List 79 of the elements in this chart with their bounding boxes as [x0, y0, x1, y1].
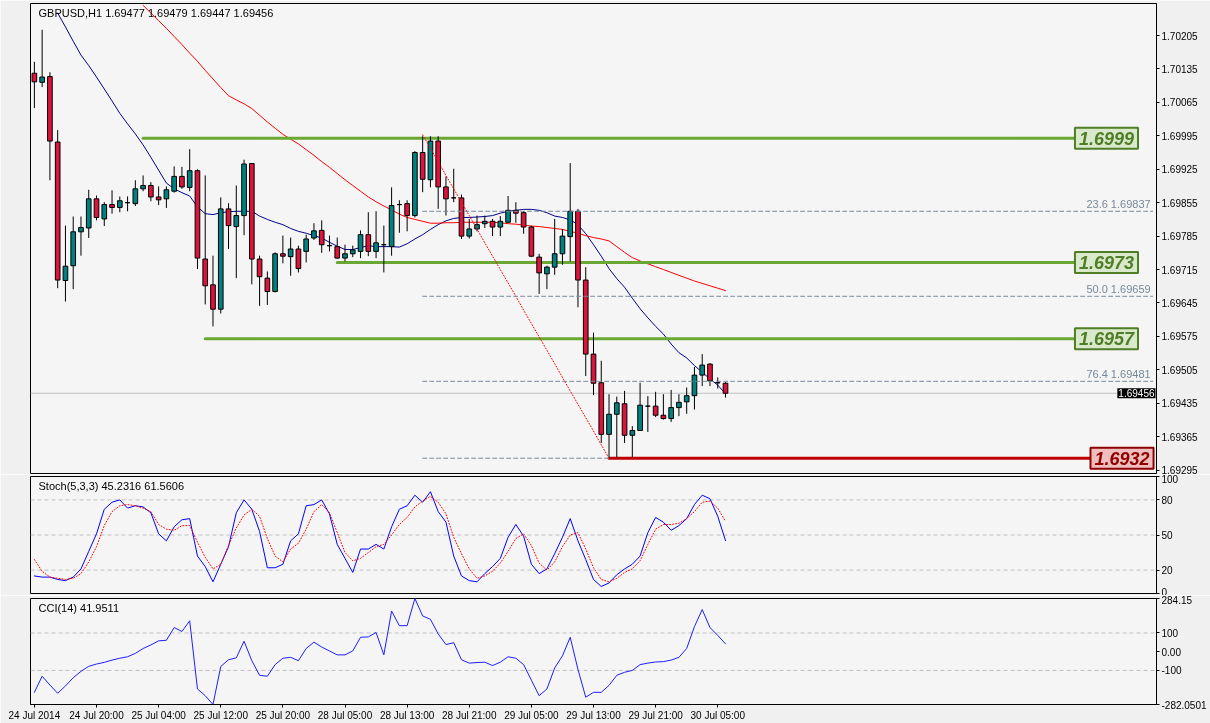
- candlestick: [280, 235, 286, 264]
- series-label: 1.6973: [1078, 252, 1135, 273]
- x-tick-label: 29 Jul 21:00: [628, 709, 684, 721]
- series-label: 50.0 1.69659: [1086, 283, 1151, 296]
- x-tick-label: 29 Jul 05:00: [504, 709, 560, 721]
- x-tick-label: 25 Jul 12:00: [193, 709, 249, 721]
- y-tick-label: 1.69925: [1161, 164, 1199, 176]
- y-tick-label: -100: [1161, 665, 1182, 677]
- y-tick-label: 1.70205: [1161, 30, 1199, 42]
- candlestick: [660, 393, 667, 421]
- y-tick-label: 80: [1161, 494, 1174, 506]
- y-tick-label: 1.69645: [1161, 297, 1199, 309]
- x-tick-label: 30 Jul 05:00: [690, 709, 746, 721]
- chart-title: CCI(14) 41.9511: [38, 601, 120, 614]
- candlestick: [264, 270, 271, 306]
- candlestick: [171, 165, 177, 194]
- candlestick: [311, 222, 317, 241]
- candlestick: [93, 195, 100, 221]
- y-tick-label: 1.70135: [1161, 63, 1199, 75]
- candlestick: [373, 210, 379, 259]
- candlestick: [450, 168, 457, 203]
- candlestick: [78, 216, 84, 257]
- candlestick: [109, 189, 115, 215]
- y-tick-label: 1.69995: [1161, 130, 1199, 142]
- series-label: 1.6932: [1094, 448, 1150, 469]
- candlestick: [404, 199, 410, 232]
- candlestick: [466, 218, 473, 239]
- y-tick-label: 1.69365: [1161, 431, 1199, 443]
- candlestick: [101, 201, 108, 227]
- x-tick-label: 28 Jul 05:00: [317, 709, 373, 721]
- y-tick-label: 1.69575: [1161, 331, 1199, 343]
- candlestick: [256, 255, 263, 307]
- x-tick-label: 24 Jul 20:00: [69, 709, 125, 721]
- y-tick-label: 1.70065: [1161, 97, 1199, 109]
- chart-title: GBPUSD,H1 1.69477 1.69479 1.69447 1.69456: [38, 6, 274, 19]
- x-tick-label: 25 Jul 20:00: [255, 709, 311, 721]
- candlestick: [505, 195, 511, 224]
- chart-title: Stoch(5,3,3) 45.2316 61.5606: [38, 479, 185, 492]
- y-tick-label: -282.0501: [1161, 699, 1207, 711]
- x-tick-label: 29 Jul 13:00: [566, 709, 622, 721]
- y-tick-label: 50: [1161, 530, 1174, 541]
- candlestick: [668, 389, 674, 423]
- y-tick-label: 0.00: [1161, 646, 1182, 658]
- candlestick: [140, 174, 146, 192]
- series-label: 1.6999: [1078, 128, 1135, 149]
- line-series: [33, 598, 727, 705]
- series-label: 1.6957: [1078, 329, 1136, 350]
- candlestick: [652, 391, 659, 418]
- candlestick: [132, 179, 139, 207]
- y-tick-label: 20: [1161, 565, 1174, 577]
- candlestick: [551, 218, 558, 276]
- series-label: 76.4 1.69481: [1086, 368, 1151, 381]
- y-tick-label: 1.69855: [1161, 197, 1199, 209]
- x-tick-label: 28 Jul 21:00: [442, 709, 497, 721]
- candlestick: [613, 396, 620, 458]
- series-label: 23.6 1.69837: [1086, 198, 1151, 211]
- candlestick: [443, 175, 449, 217]
- candlestick: [707, 362, 713, 387]
- candlestick: [148, 181, 154, 202]
- y-tick-label: 1.69715: [1161, 264, 1199, 276]
- candlestick: [699, 353, 706, 387]
- candlestick: [179, 166, 185, 190]
- candlestick: [318, 219, 325, 254]
- candlestick: [303, 234, 310, 263]
- candlestick: [676, 393, 682, 417]
- candlestick: [39, 29, 45, 88]
- candlestick: [536, 253, 542, 295]
- y-tick-label: 1.69505: [1161, 364, 1199, 376]
- ref-line-label: 1.69456: [1118, 388, 1155, 400]
- x-tick-label: 25 Jul 04:00: [131, 709, 187, 721]
- y-tick-label: 1.69785: [1161, 231, 1199, 243]
- x-tick-label: 28 Jul 13:00: [379, 709, 435, 721]
- candlestick: [606, 393, 612, 459]
- candlestick: [544, 265, 550, 290]
- x-tick-label: 24 Jul 2014: [8, 709, 61, 721]
- y-tick-label: 100: [1161, 627, 1179, 639]
- candlestick: [559, 228, 566, 266]
- candlestick: [342, 244, 348, 262]
- y-tick-label: 1.69435: [1161, 398, 1199, 410]
